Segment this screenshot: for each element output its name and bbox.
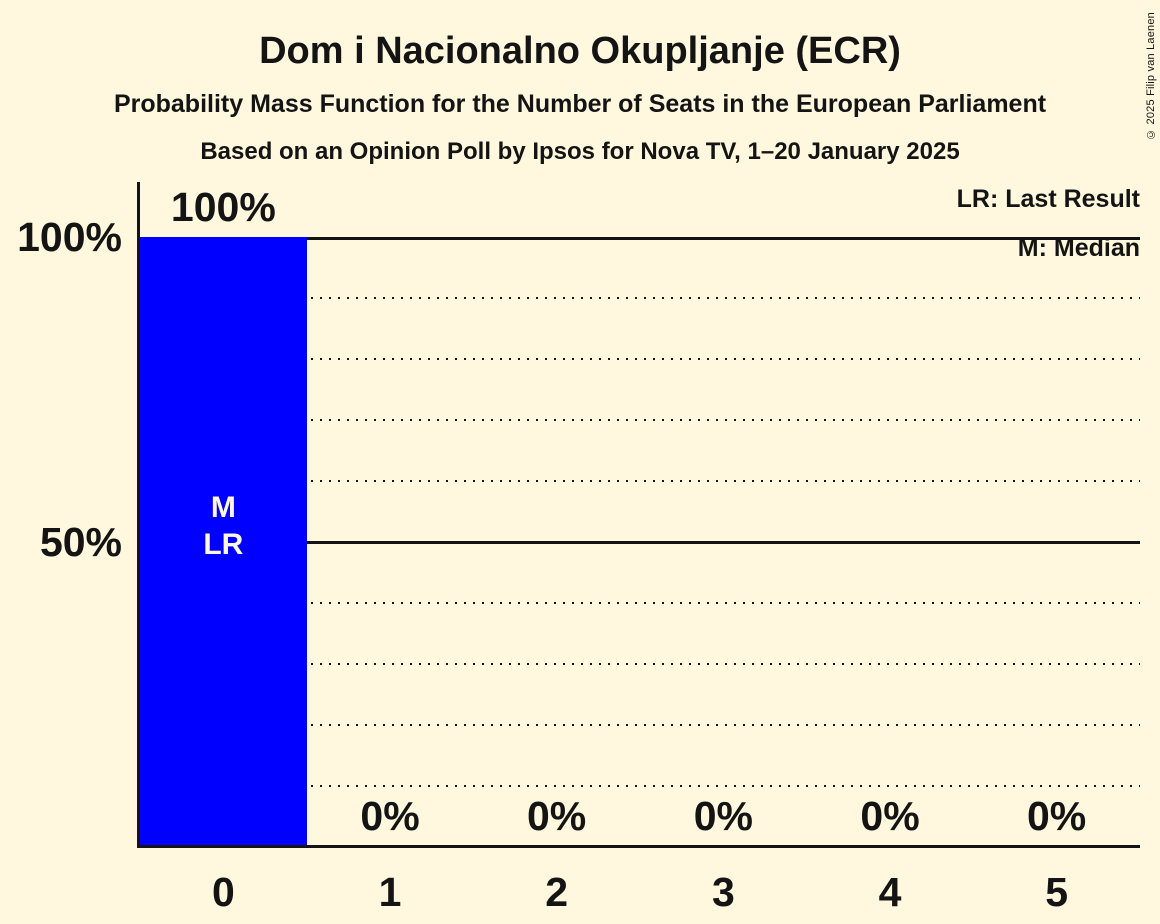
gridline-40pct: [140, 602, 1140, 604]
gridline-90pct: [140, 297, 1140, 299]
gridline-50pct: [140, 541, 1140, 544]
gridline-80pct: [140, 358, 1140, 360]
gridline-30pct: [140, 663, 1140, 665]
bar-value-label-seats-5: 0%: [1027, 793, 1087, 839]
gridline-100pct: [140, 237, 1140, 240]
x-axis-line: [137, 845, 1140, 848]
gridline-20pct: [140, 724, 1140, 726]
bar-value-label-seats-0: 100%: [170, 184, 276, 230]
bar-marker-labels: M LR: [140, 489, 307, 563]
chart-poll-info: Based on an Opinion Poll by Ipsos for No…: [200, 138, 960, 165]
bar-value-label-seats-2: 0%: [527, 793, 587, 839]
legend-median: M: Median: [1017, 234, 1140, 262]
legend: LR: Last Result M: Median: [957, 183, 1140, 265]
x-tick-label-2: 2: [545, 869, 569, 915]
chart-title: Dom i Nacionalno Okupljanje (ECR): [259, 30, 901, 72]
gridline-10pct: [140, 785, 1140, 787]
plot-area: M LR 0% 0% 0% 0% 0%: [140, 237, 1140, 847]
x-tick-label-0: 0: [211, 869, 235, 915]
legend-last-result: LR: Last Result: [956, 185, 1140, 213]
x-tick-label-3: 3: [711, 869, 735, 915]
x-tick-label-1: 1: [378, 869, 402, 915]
chart-subtitle: Probability Mass Function for the Number…: [113, 90, 1047, 118]
median-marker-label: M: [210, 491, 236, 524]
bar-value-label-seats-3: 0%: [693, 793, 753, 839]
gridline-60pct: [140, 480, 1140, 482]
last-result-marker-label: LR: [203, 528, 244, 561]
x-tick-label-5: 5: [1045, 869, 1069, 915]
bar-seats-0: [140, 237, 307, 847]
bar-value-label-seats-4: 0%: [860, 793, 920, 839]
x-tick-label-4: 4: [878, 869, 902, 915]
bar-value-label-seats-1: 0%: [360, 793, 420, 839]
y-axis-line: [137, 182, 140, 848]
gridline-70pct: [140, 419, 1140, 421]
y-tick-label-50: 50%: [39, 519, 122, 565]
y-tick-label-100: 100%: [17, 214, 122, 260]
